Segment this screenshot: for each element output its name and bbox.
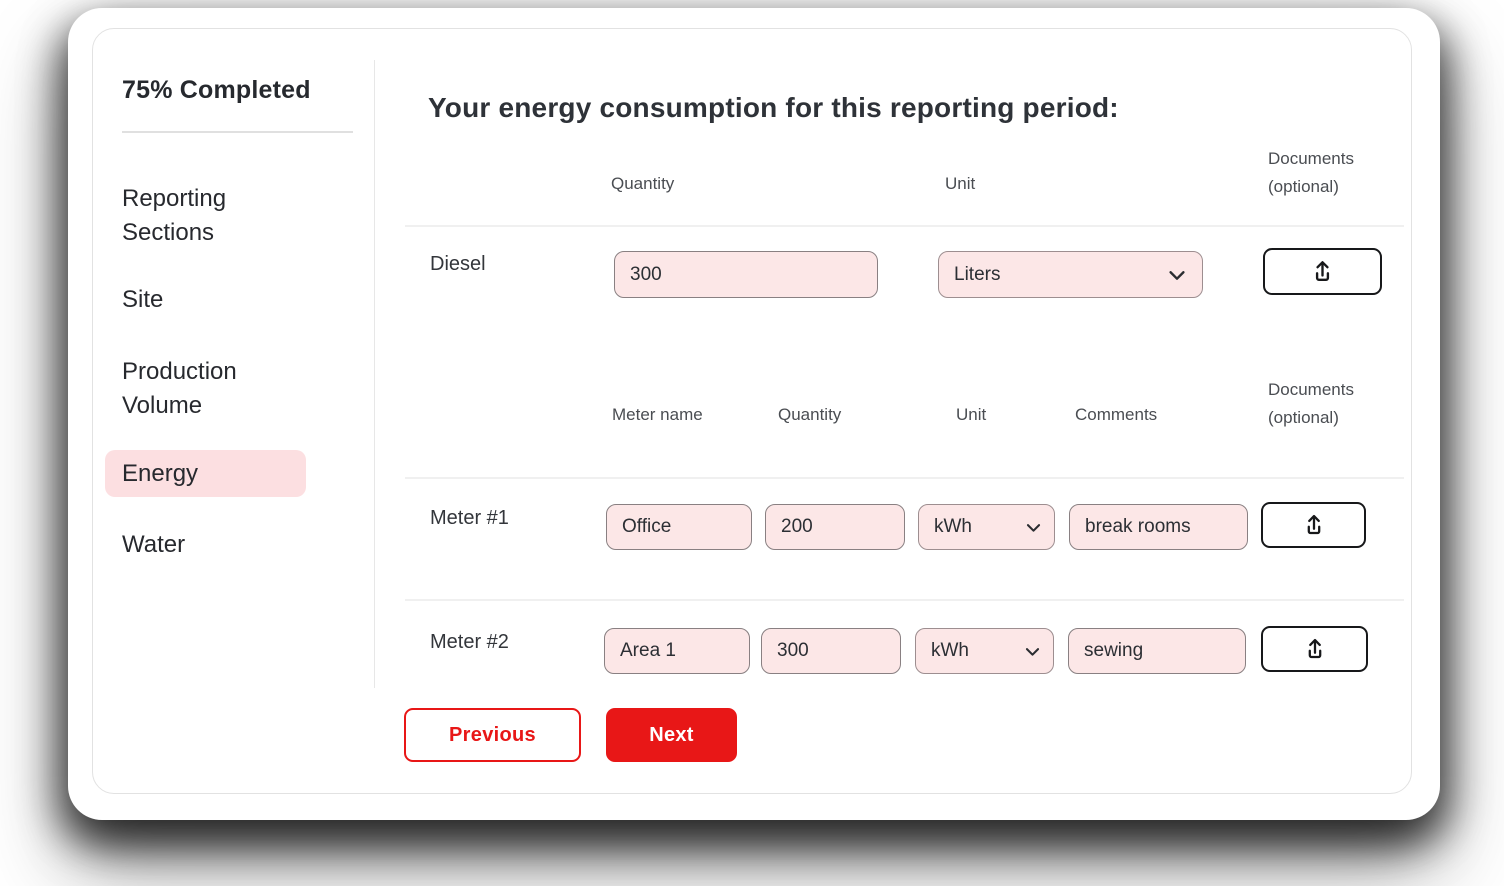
sidebar-divider bbox=[374, 60, 375, 688]
meter-header-documents-line1: Documents bbox=[1268, 380, 1354, 399]
meter2-comments-input[interactable] bbox=[1068, 628, 1246, 674]
diesel-upload-button[interactable] bbox=[1263, 248, 1382, 295]
divider bbox=[405, 477, 1404, 479]
next-button[interactable]: Next bbox=[606, 708, 737, 762]
upload-icon bbox=[1301, 512, 1327, 538]
fuel-header-unit: Unit bbox=[945, 174, 976, 193]
sidebar-item-water[interactable]: Water bbox=[122, 531, 186, 558]
sidebar-item-reporting-sections[interactable]: Reporting Sections bbox=[122, 185, 227, 246]
sidebar-item-energy-active[interactable]: Energy bbox=[105, 450, 306, 497]
diesel-unit-select[interactable]: Liters bbox=[938, 251, 1203, 298]
upload-icon bbox=[1302, 636, 1328, 662]
diesel-unit-value: Liters bbox=[954, 263, 1001, 285]
fuel-header-documents: Documents (optional) bbox=[1268, 145, 1354, 201]
divider bbox=[405, 599, 1404, 601]
meter-row-label: Meter #1 bbox=[430, 507, 509, 529]
meter1-quantity-input[interactable] bbox=[765, 504, 905, 550]
meter1-name-input[interactable] bbox=[606, 504, 752, 550]
chevron-down-icon bbox=[1023, 642, 1042, 661]
meter-header-quantity: Quantity bbox=[778, 405, 842, 424]
meter-header-name: Meter name bbox=[612, 405, 703, 424]
previous-button[interactable]: Previous bbox=[404, 708, 581, 762]
sidebar-item-production-volume[interactable]: Production Volume bbox=[122, 358, 237, 419]
fuel-header-quantity: Quantity bbox=[611, 174, 675, 193]
progress-underline bbox=[122, 131, 353, 133]
divider bbox=[405, 225, 1404, 227]
meter-header-unit: Unit bbox=[956, 405, 987, 424]
page-title: Your energy consumption for this reporti… bbox=[428, 92, 1119, 123]
sidebar-item-site[interactable]: Site bbox=[122, 286, 164, 313]
meter1-unit-value: kWh bbox=[934, 516, 972, 537]
fuel-row-label: Diesel bbox=[430, 253, 486, 275]
meter-row-label: Meter #2 bbox=[430, 631, 509, 653]
meter2-upload-button[interactable] bbox=[1261, 626, 1368, 672]
meter1-upload-button[interactable] bbox=[1261, 502, 1366, 548]
meter2-quantity-input[interactable] bbox=[761, 628, 901, 674]
meter2-unit-value: kWh bbox=[931, 640, 969, 661]
upload-icon bbox=[1309, 258, 1336, 285]
meter-header-comments: Comments bbox=[1075, 405, 1158, 424]
meter2-unit-select[interactable]: kWh bbox=[915, 628, 1054, 674]
meter1-comments-input[interactable] bbox=[1069, 504, 1248, 550]
progress-label: 75% Completed bbox=[122, 76, 311, 104]
fuel-header-documents-line1: Documents bbox=[1268, 149, 1354, 168]
meter1-unit-select[interactable]: kWh bbox=[918, 504, 1055, 550]
meter-header-documents: Documents (optional) bbox=[1268, 376, 1354, 432]
chevron-down-icon bbox=[1024, 518, 1043, 537]
fuel-header-documents-line2: (optional) bbox=[1268, 177, 1339, 196]
meter-header-documents-line2: (optional) bbox=[1268, 408, 1339, 427]
chevron-down-icon bbox=[1166, 264, 1188, 286]
diesel-quantity-input[interactable] bbox=[614, 251, 878, 298]
meter2-name-input[interactable] bbox=[604, 628, 750, 674]
